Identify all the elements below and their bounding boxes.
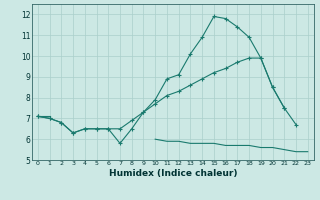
X-axis label: Humidex (Indice chaleur): Humidex (Indice chaleur) (108, 169, 237, 178)
